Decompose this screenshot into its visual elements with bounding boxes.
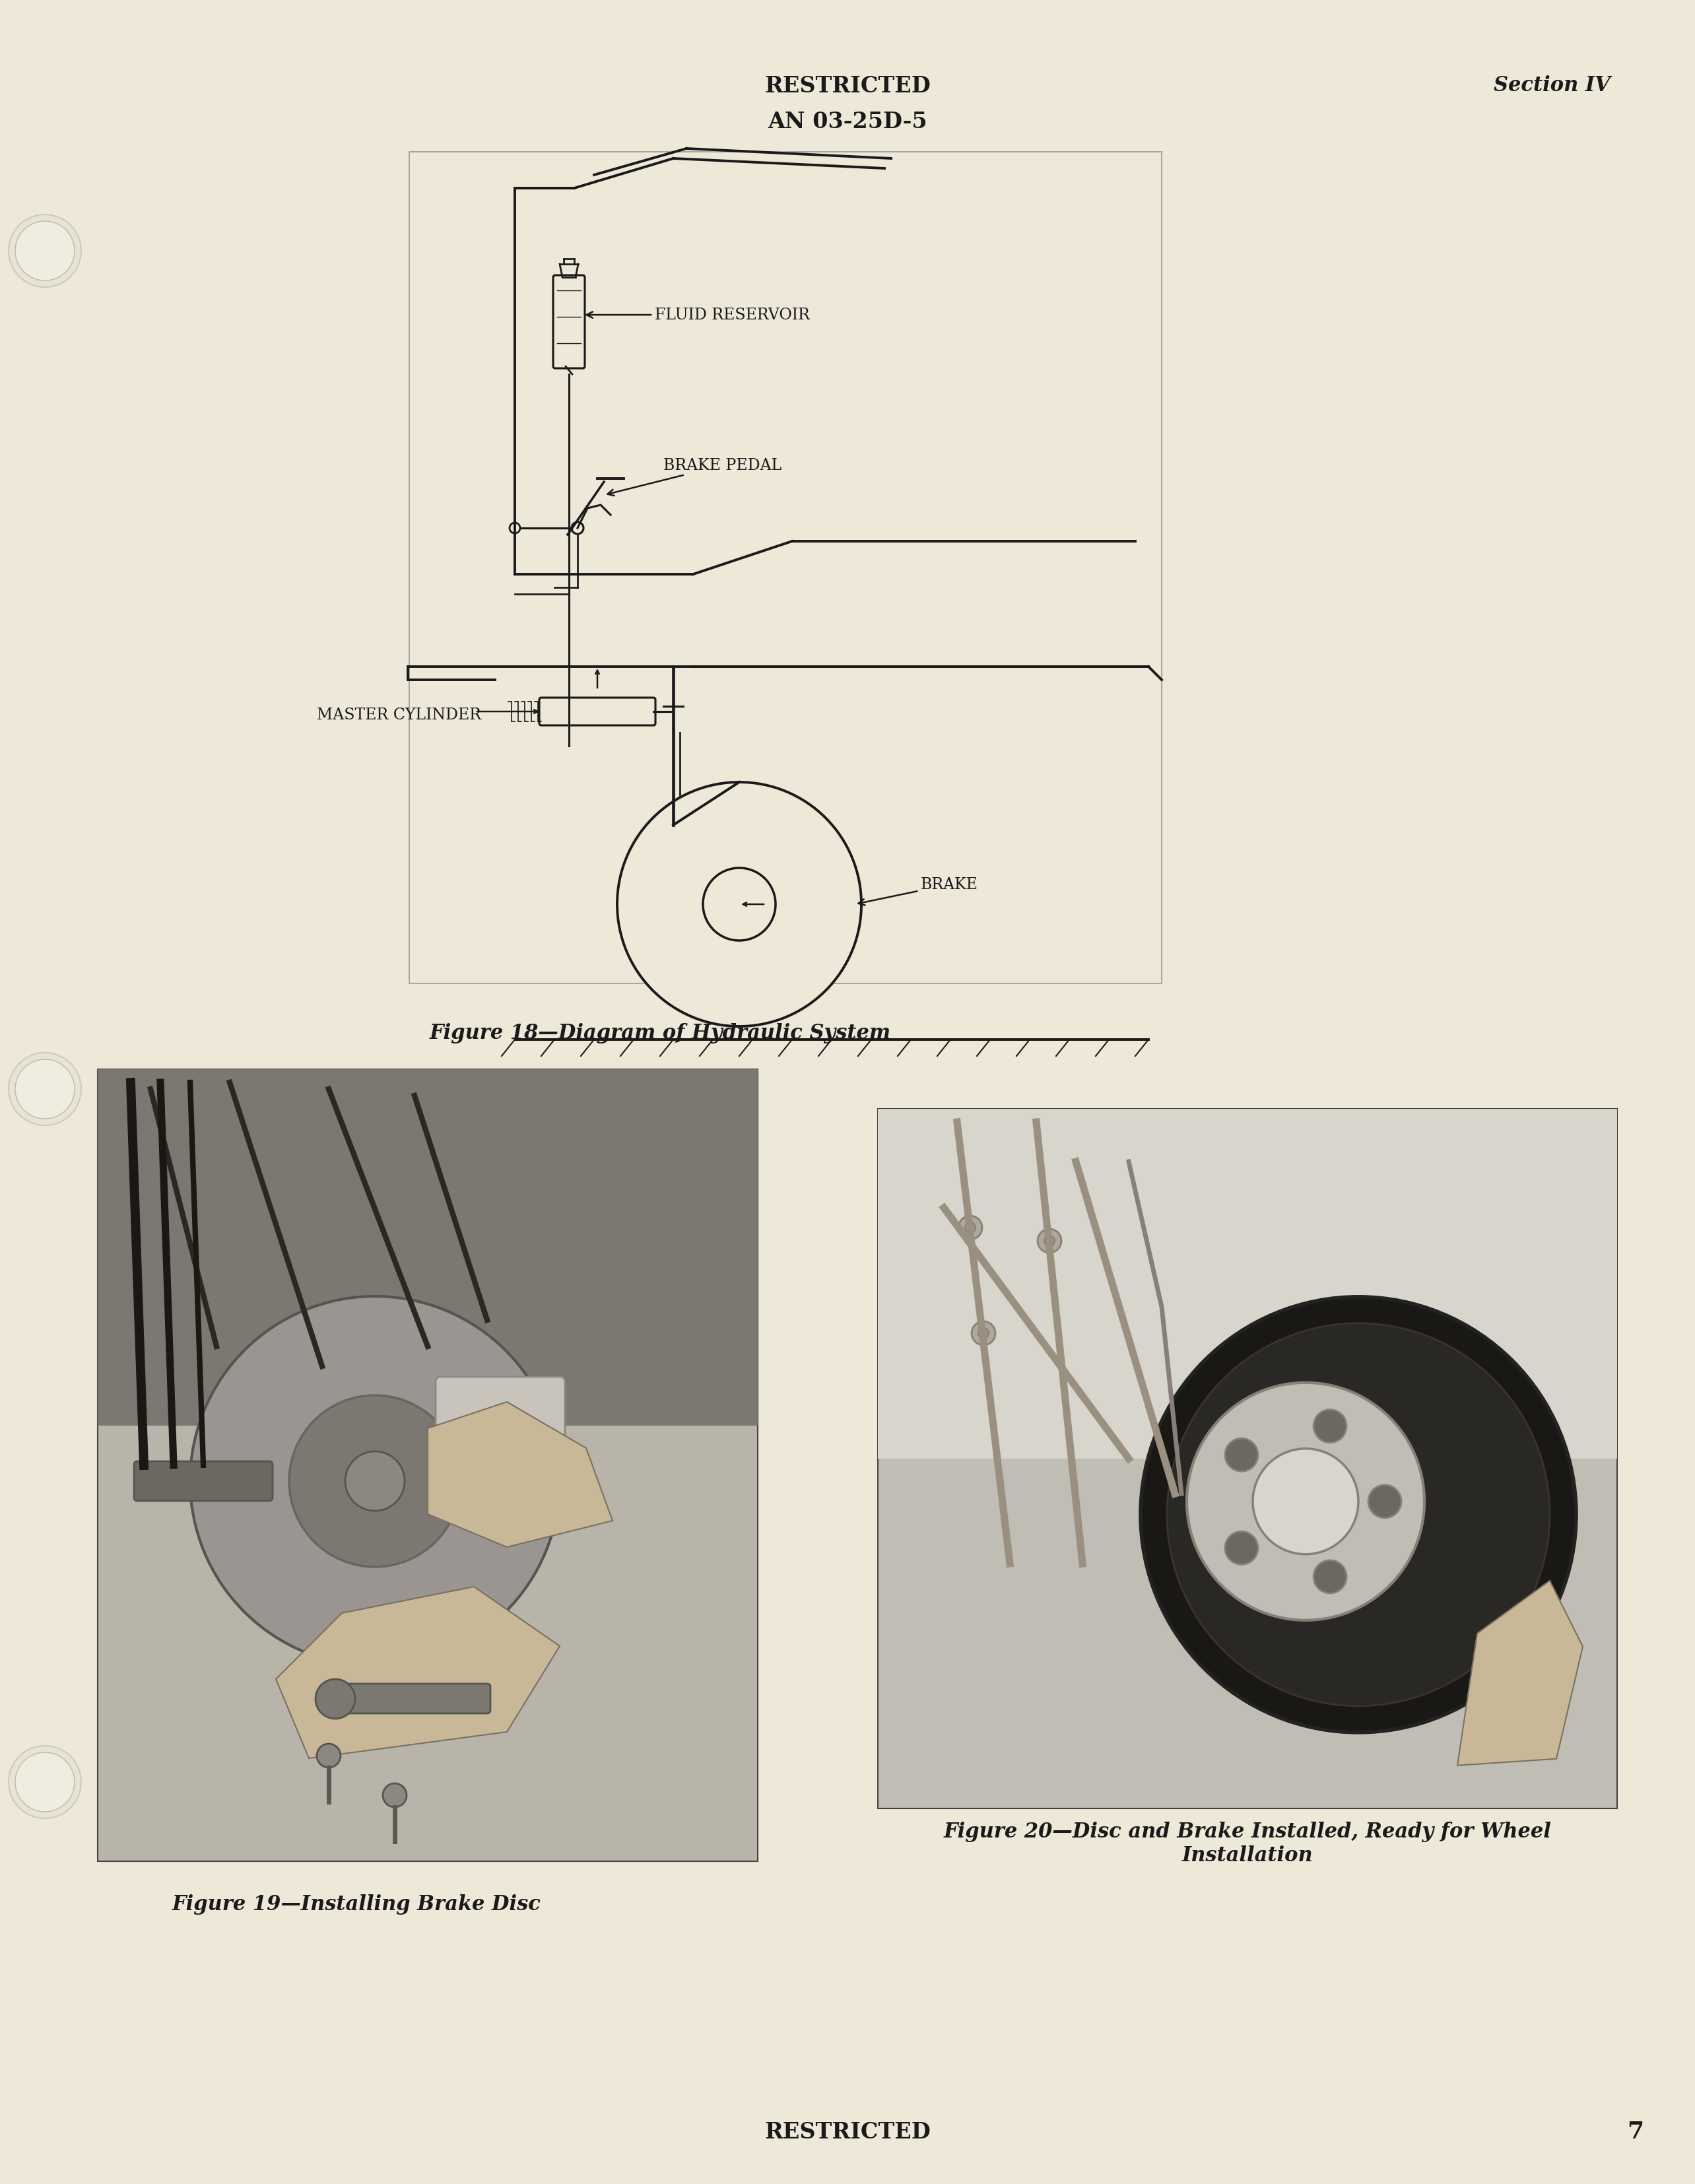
- Circle shape: [317, 1743, 341, 1767]
- Polygon shape: [276, 1588, 559, 1758]
- Circle shape: [1314, 1559, 1346, 1594]
- Circle shape: [1225, 1531, 1258, 1564]
- Circle shape: [703, 867, 776, 941]
- Circle shape: [1368, 1485, 1402, 1518]
- Circle shape: [190, 1297, 559, 1666]
- Text: MASTER CYLINDER: MASTER CYLINDER: [317, 708, 481, 723]
- Text: Figure 20—Disc and Brake Installed, Ready for Wheel
Installation: Figure 20—Disc and Brake Installed, Read…: [944, 1821, 1551, 1865]
- Bar: [408, 153, 1161, 983]
- Circle shape: [978, 1328, 988, 1339]
- Circle shape: [1253, 1448, 1358, 1555]
- Circle shape: [1044, 1236, 1054, 1247]
- Text: RESTRICTED: RESTRICTED: [764, 74, 931, 96]
- Text: Section IV: Section IV: [1493, 76, 1610, 96]
- Circle shape: [315, 1679, 356, 1719]
- Polygon shape: [427, 1402, 612, 1546]
- Circle shape: [1037, 1230, 1061, 1254]
- Bar: [878, 1109, 1617, 1808]
- Circle shape: [1314, 1409, 1346, 1444]
- Text: BRAKE: BRAKE: [858, 876, 978, 904]
- Circle shape: [510, 522, 520, 533]
- Text: Figure 19—Installing Brake Disc: Figure 19—Installing Brake Disc: [171, 1894, 541, 1915]
- Circle shape: [8, 214, 81, 286]
- Circle shape: [461, 1417, 507, 1465]
- Text: 7: 7: [1627, 2121, 1644, 2143]
- Polygon shape: [1458, 1581, 1583, 1765]
- Circle shape: [617, 782, 861, 1026]
- Circle shape: [971, 1321, 995, 1345]
- Circle shape: [15, 221, 75, 280]
- Circle shape: [958, 1216, 981, 1241]
- Circle shape: [571, 522, 583, 533]
- Circle shape: [8, 1745, 81, 1819]
- FancyBboxPatch shape: [325, 1684, 490, 1714]
- Circle shape: [964, 1223, 976, 1234]
- Circle shape: [290, 1396, 461, 1566]
- FancyBboxPatch shape: [539, 697, 656, 725]
- Circle shape: [15, 1059, 75, 1118]
- Bar: [98, 1070, 758, 1861]
- FancyBboxPatch shape: [134, 1461, 273, 1500]
- Circle shape: [1225, 1439, 1258, 1472]
- Text: AN 03-25D-5: AN 03-25D-5: [768, 111, 927, 133]
- Circle shape: [346, 1452, 405, 1511]
- Circle shape: [1141, 1297, 1576, 1732]
- Circle shape: [15, 1752, 75, 1813]
- Text: BRAKE PEDAL: BRAKE PEDAL: [607, 459, 781, 496]
- Text: FLUID RESERVOIR: FLUID RESERVOIR: [586, 308, 810, 323]
- Circle shape: [383, 1784, 407, 1806]
- FancyBboxPatch shape: [553, 275, 585, 369]
- FancyBboxPatch shape: [436, 1376, 564, 1520]
- Text: RESTRICTED: RESTRICTED: [764, 2121, 931, 2143]
- Circle shape: [1166, 1324, 1549, 1706]
- Bar: [98, 1070, 758, 1426]
- Circle shape: [1186, 1382, 1424, 1621]
- Text: Figure 18—Diagram of Hydraulic System: Figure 18—Diagram of Hydraulic System: [429, 1022, 892, 1044]
- Circle shape: [8, 1053, 81, 1125]
- Bar: [878, 1109, 1617, 1459]
